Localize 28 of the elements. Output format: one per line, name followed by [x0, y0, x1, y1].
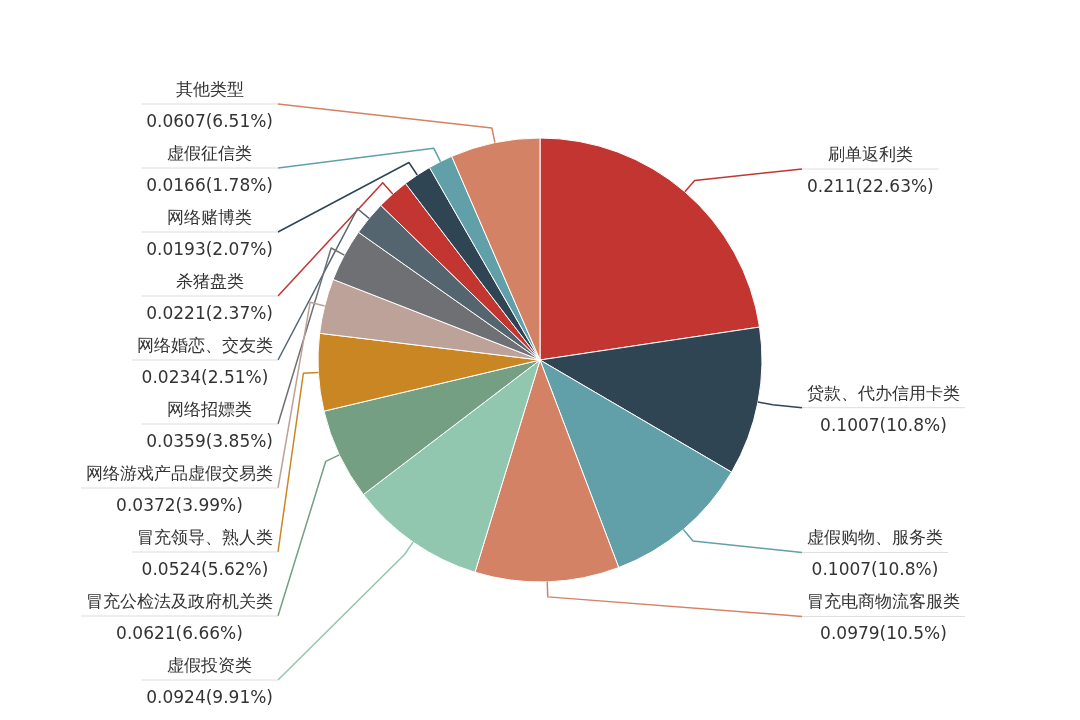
data-label: 0.0607(6.51%) — [146, 111, 273, 131]
slice-label: 杀猪盘类 — [175, 271, 244, 291]
slice-label: 其他类型 — [175, 79, 244, 99]
data-label: 0.0221(2.37%) — [146, 303, 273, 323]
data-label: 0.0524(5.62%) — [141, 559, 269, 579]
data-label: 0.0621(6.66%) — [116, 623, 243, 643]
data-label: 0.0359(3.85%) — [146, 431, 273, 451]
slice-label: 刷单返利类 — [827, 144, 913, 165]
slice-label: 网络赌博类 — [167, 207, 253, 227]
slice-label: 冒充公检法及政府机关类 — [86, 591, 273, 611]
slice-label: 网络游戏产品虚假交易类 — [86, 463, 273, 483]
slice-label: 冒充电商物流客服类 — [807, 591, 960, 612]
data-label: 0.1007(10.8%) — [811, 559, 939, 580]
data-label: 0.0924(9.91%) — [146, 687, 273, 707]
data-label: 0.0234(2.51%) — [141, 367, 269, 387]
data-label: 0.211(22.63%) — [807, 176, 934, 197]
slice-label: 网络婚恋、交友类 — [137, 335, 273, 355]
data-label: 0.0166(1.78%) — [146, 175, 273, 195]
slice-label: 虚假投资类 — [167, 655, 253, 675]
slice-label: 虚假征信类 — [167, 143, 253, 163]
data-label: 0.0979(10.5%) — [820, 623, 947, 644]
slice-label: 网络招嫖类 — [167, 399, 253, 419]
data-label: 0.1007(10.8%) — [820, 414, 947, 435]
data-label: 0.0193(2.07%) — [146, 239, 273, 259]
slice-label: 冒充领导、熟人类 — [137, 527, 273, 547]
slice-label: 虚假购物、服务类 — [807, 527, 943, 548]
slice-label: 贷款、代办信用卡类 — [807, 382, 960, 403]
data-label: 0.0372(3.99%) — [116, 495, 243, 515]
